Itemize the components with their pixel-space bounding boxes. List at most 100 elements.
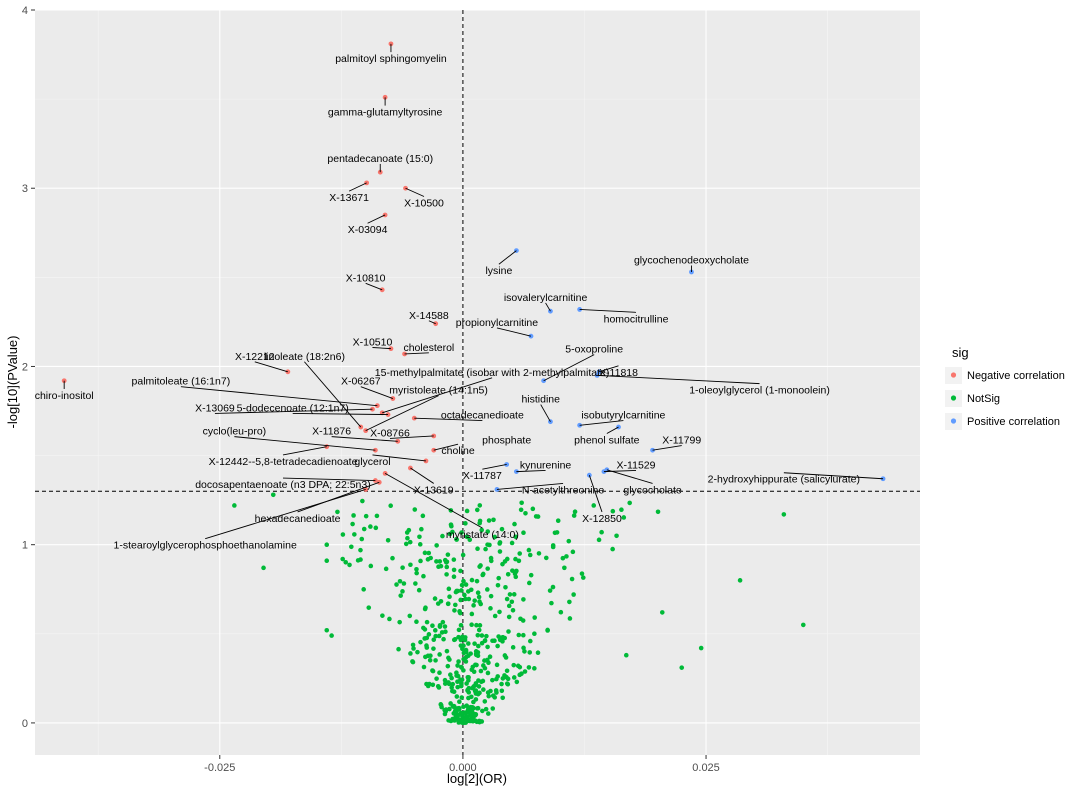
point-notsig	[488, 593, 494, 599]
point-notsig	[610, 546, 615, 552]
point-notsig	[554, 530, 560, 535]
point-notsig	[415, 649, 420, 655]
point-notsig	[394, 582, 399, 587]
legend: sig Negative correlation NotSig Positive c…	[945, 345, 1065, 430]
x-tick-label: 0.000	[449, 762, 477, 774]
point-notsig	[380, 613, 385, 618]
point-notsig	[476, 643, 481, 649]
point-label: X-12442--5,8-tetradecadienoate	[209, 456, 358, 468]
point-label: glycocholate	[623, 484, 682, 496]
y-tick-label: 1	[22, 540, 28, 552]
point-notsig	[465, 589, 471, 594]
point-notsig	[475, 590, 481, 596]
reference-lines	[35, 10, 920, 755]
y-tick-label: 3	[22, 183, 28, 195]
point-notsig	[476, 684, 482, 689]
point-notsig	[441, 636, 446, 642]
point-notsig	[410, 659, 415, 664]
point-notsig	[527, 552, 533, 558]
point-notsig	[324, 558, 330, 564]
point-notsig	[442, 677, 448, 683]
y-tick-label: 2	[22, 361, 28, 373]
point-notsig	[443, 709, 448, 714]
point-notsig	[520, 618, 526, 623]
point-notsig	[472, 713, 478, 718]
point-notsig	[352, 532, 357, 537]
point-notsig	[475, 546, 480, 552]
point-notsig	[437, 622, 443, 628]
leader-line	[414, 417, 483, 422]
point-positive	[541, 378, 547, 384]
point-notsig	[527, 580, 532, 586]
x-tick-label: -0.025	[204, 762, 235, 774]
point-notsig	[503, 655, 509, 660]
point-notsig	[566, 538, 572, 544]
point-notsig	[366, 605, 372, 610]
point-notsig	[420, 513, 426, 519]
point-notsig	[450, 716, 455, 722]
point-notsig	[448, 672, 453, 678]
leader-line	[482, 464, 507, 470]
point-label: gamma-glutamyltyrosine	[328, 107, 443, 119]
point-notsig	[545, 627, 550, 633]
point-notsig	[493, 688, 499, 693]
point-notsig	[513, 574, 519, 580]
point-notsig	[495, 582, 501, 588]
point-notsig	[516, 558, 522, 564]
point-notsig	[417, 534, 422, 540]
point-notsig	[450, 681, 456, 687]
point-notsig	[430, 623, 435, 628]
point-notsig	[502, 559, 508, 564]
leader-line	[389, 435, 434, 439]
point-notsig	[456, 627, 462, 633]
point-notsig	[454, 537, 459, 542]
point-notsig	[461, 720, 466, 726]
point-notsig	[599, 529, 604, 535]
y-axis-title: -log[10](PValue)	[5, 336, 20, 429]
leader-line	[579, 420, 624, 426]
point-notsig	[459, 677, 465, 683]
point-notsig	[444, 572, 449, 577]
leader-line	[205, 489, 366, 540]
point-notsig	[550, 543, 556, 548]
point-notsig	[481, 687, 486, 692]
point-notsig	[492, 695, 498, 700]
point-notsig	[517, 664, 523, 670]
point-notsig	[416, 587, 422, 593]
point-notsig	[351, 513, 356, 518]
point-notsig	[462, 592, 467, 598]
data-points	[61, 41, 886, 726]
point-notsig	[482, 699, 488, 704]
leader-line	[597, 374, 760, 385]
point-notsig	[457, 699, 462, 705]
point-notsig	[447, 657, 452, 662]
point-notsig	[459, 695, 465, 700]
point-notsig	[466, 596, 472, 602]
point-notsig	[390, 555, 395, 561]
leader-line	[588, 475, 603, 513]
point-label: palmitoleate (16:1n7)	[132, 376, 231, 388]
point-notsig	[464, 508, 470, 514]
point-notsig	[505, 571, 511, 577]
point-notsig	[418, 639, 423, 645]
point-notsig	[485, 670, 491, 676]
point-notsig	[422, 627, 428, 632]
point-label: 1-oleoylglycerol (1-monoolein)	[689, 385, 830, 397]
point-notsig	[350, 521, 355, 527]
point-notsig	[477, 564, 482, 569]
point-notsig	[505, 681, 511, 687]
leader-line	[304, 361, 362, 428]
point-notsig	[468, 651, 473, 656]
point-notsig	[424, 619, 430, 625]
point-notsig	[535, 650, 541, 655]
point-notsig	[397, 619, 402, 625]
point-notsig	[655, 509, 661, 515]
point-label: 15-methylpalmitate (isobar with 2-methyl…	[375, 367, 610, 379]
point-notsig	[469, 667, 475, 673]
point-notsig	[359, 536, 365, 542]
point-notsig	[659, 610, 665, 615]
point-notsig	[526, 665, 532, 670]
point-notsig	[387, 616, 392, 622]
point-notsig	[447, 594, 452, 600]
point-notsig	[463, 717, 468, 722]
